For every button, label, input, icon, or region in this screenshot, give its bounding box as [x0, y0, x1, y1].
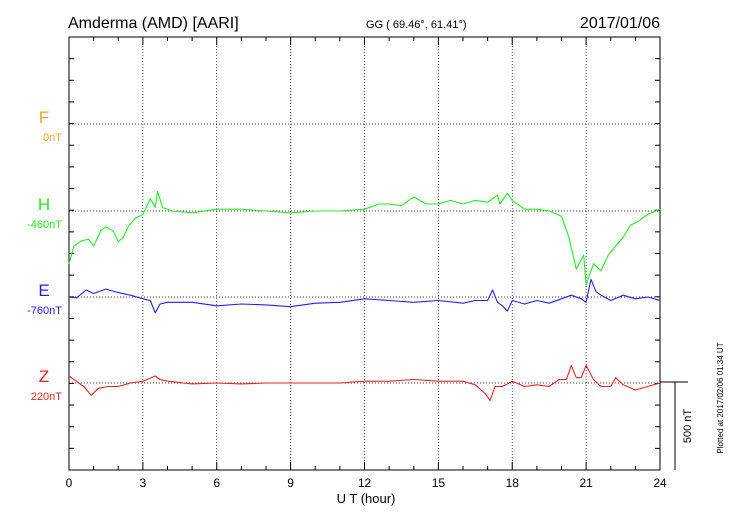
series-line-h	[68, 191, 661, 286]
series-baseline-f: 0nT	[43, 132, 62, 144]
x-axis-label: U T (hour)	[337, 491, 396, 506]
x-tick-label: 15	[432, 476, 446, 490]
axis-ticks: 0 3 6 9 12 15 18 21 24	[66, 37, 667, 490]
series-line-e	[68, 278, 661, 314]
series-name-f: F	[39, 108, 49, 127]
series-baseline-z: 220nT	[31, 391, 62, 403]
series-baseline-h: -460nT	[27, 219, 62, 231]
series-line-z	[68, 364, 661, 402]
coordinates-label: GG ( 69.46°, 61.41°)	[366, 19, 467, 31]
x-tick-label: 18	[506, 476, 520, 490]
x-tick-label: 21	[579, 476, 593, 490]
scale-bar: 500 nT	[660, 381, 694, 470]
scale-bar-label: 500 nT	[682, 409, 694, 444]
x-tick-label: 0	[66, 476, 73, 490]
series-name-h: H	[38, 195, 50, 214]
series-labels: F 0nT H -460nT E -760nT Z 220nT	[27, 108, 62, 403]
x-tick-label: 12	[358, 476, 372, 490]
date-label: 2017/01/06	[580, 15, 660, 32]
plotted-timestamp: Plotted at 2017/02/06 01:34 UT	[716, 342, 725, 453]
series-group	[68, 191, 661, 402]
series-name-e: E	[38, 281, 49, 300]
series-name-z: Z	[39, 367, 49, 386]
x-tick-label: 3	[140, 476, 147, 490]
grid-lines	[69, 37, 660, 470]
station-title: Amderma (AMD) [AARI]	[68, 15, 239, 32]
series-baseline-e: -760nT	[27, 305, 62, 317]
x-tick-label: 9	[287, 476, 294, 490]
x-tick-label: 24	[653, 476, 667, 490]
x-tick-label: 6	[213, 476, 220, 490]
